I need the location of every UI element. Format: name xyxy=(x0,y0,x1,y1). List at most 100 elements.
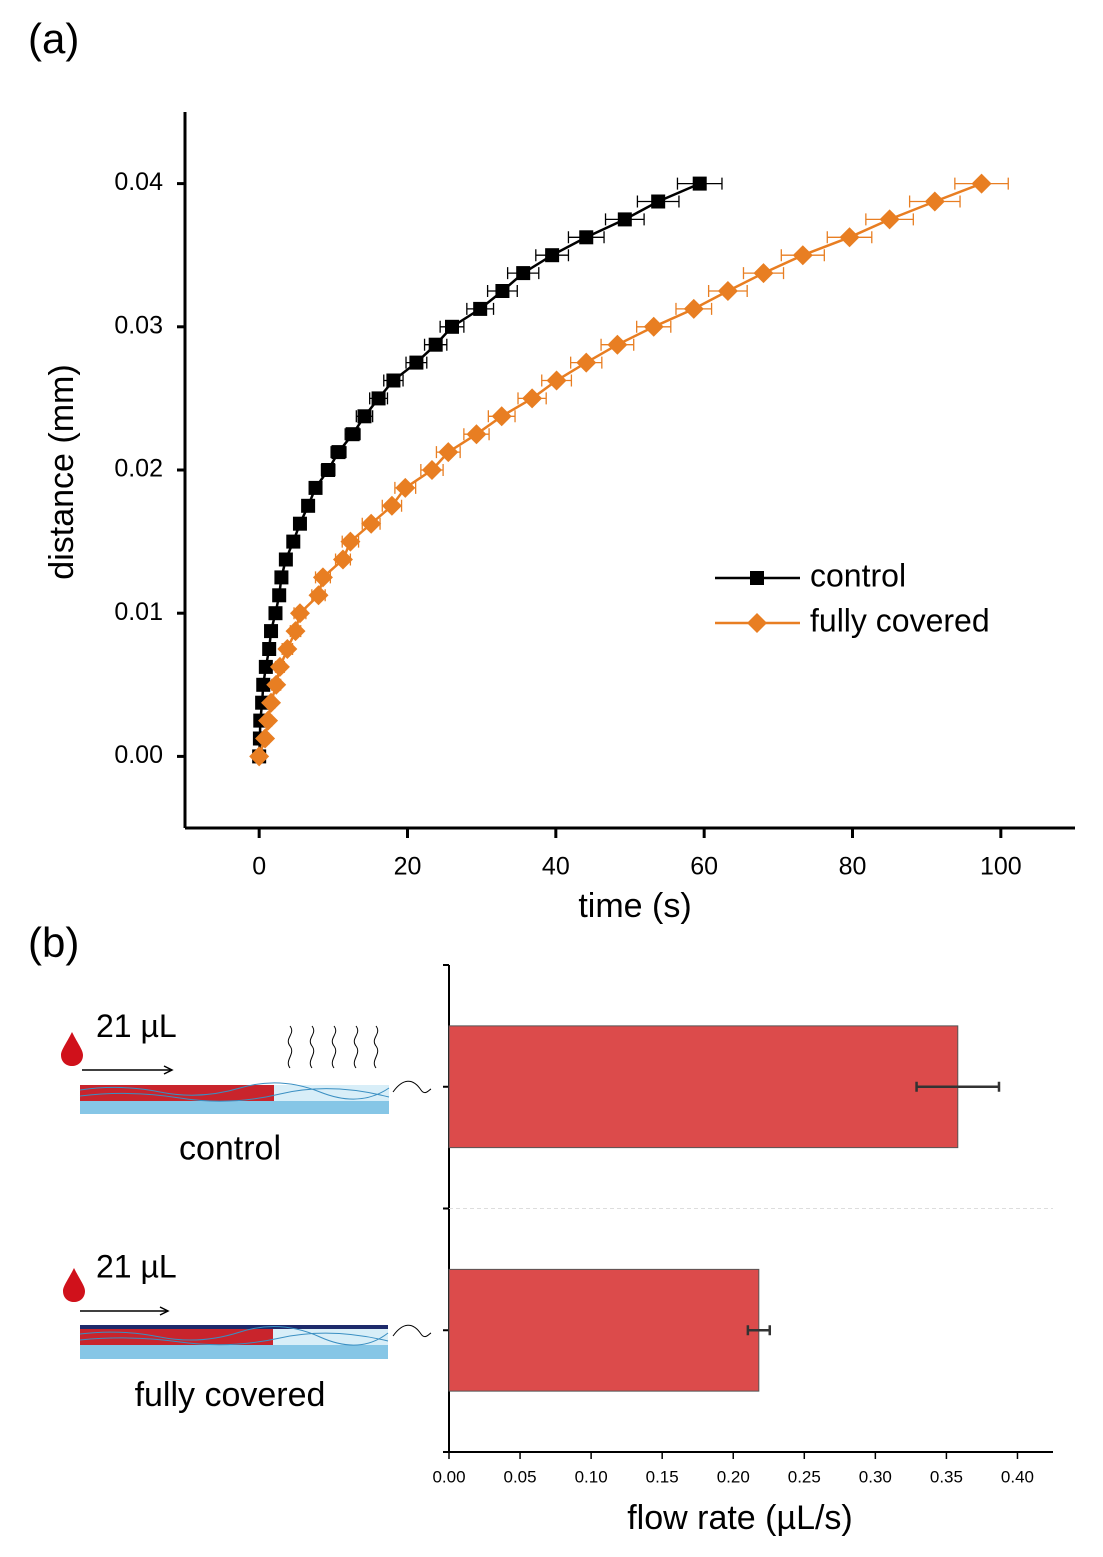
fibers xyxy=(79,1326,389,1346)
marker xyxy=(308,480,323,495)
y-tick-label: 0.03 xyxy=(114,311,163,339)
marker xyxy=(473,301,488,316)
drop xyxy=(61,1032,83,1066)
marker xyxy=(750,571,764,585)
marker xyxy=(516,266,531,281)
marker xyxy=(495,284,510,298)
marker xyxy=(357,409,372,424)
marker xyxy=(256,677,271,692)
marker xyxy=(607,334,628,355)
panel-label: (a) xyxy=(28,15,79,62)
illustrations xyxy=(61,1025,432,1359)
marker xyxy=(312,567,333,588)
marker xyxy=(361,513,382,534)
panel-label: (b) xyxy=(28,919,79,966)
evaporation xyxy=(287,1025,379,1069)
marker xyxy=(264,624,279,639)
marker xyxy=(545,248,560,263)
marker xyxy=(255,728,276,749)
x-tick-label: 20 xyxy=(394,853,422,881)
marker xyxy=(249,746,270,767)
y-tick-label: 0.01 xyxy=(114,598,163,626)
arrow-head xyxy=(163,1065,174,1075)
x-tick-label: 0.40 xyxy=(1001,1467,1034,1486)
marker xyxy=(576,352,597,373)
marker xyxy=(546,370,567,391)
x-tick-label: 0.05 xyxy=(504,1467,537,1486)
wet-region xyxy=(80,1085,274,1101)
x-axis-label: time (s) xyxy=(578,887,691,925)
substrate xyxy=(80,1345,388,1359)
category-label: fully covered xyxy=(135,1376,326,1414)
dry-region xyxy=(274,1085,389,1101)
x-tick-label: 0 xyxy=(252,853,266,881)
marker xyxy=(308,585,329,606)
marker xyxy=(466,424,487,445)
marker xyxy=(340,531,361,552)
series-line xyxy=(257,182,982,757)
dry-region xyxy=(273,1328,388,1345)
marker xyxy=(272,588,287,603)
marker xyxy=(971,173,992,194)
marker xyxy=(345,427,360,442)
connector xyxy=(392,1324,432,1338)
x-tick-label: 40 xyxy=(542,853,570,881)
marker xyxy=(266,674,287,695)
marker xyxy=(491,406,512,427)
marker xyxy=(292,516,307,531)
y-tick-label: 0.02 xyxy=(114,455,163,483)
marker xyxy=(445,319,459,334)
x-axis-label: flow rate (µL/s) xyxy=(627,1499,853,1537)
marker xyxy=(262,642,277,656)
marker xyxy=(286,534,301,549)
marker xyxy=(717,281,738,301)
marker xyxy=(753,263,774,284)
marker xyxy=(692,176,707,191)
x-tick-label: 0.15 xyxy=(646,1467,679,1486)
x-tick-label: 0.00 xyxy=(432,1467,465,1486)
marker xyxy=(258,710,279,731)
x-tick-label: 0.25 xyxy=(788,1467,821,1486)
drop xyxy=(63,1268,85,1302)
marker xyxy=(386,373,401,388)
arrow-head xyxy=(159,1306,170,1316)
legend-label: fully covered xyxy=(810,602,990,638)
category-label: control xyxy=(179,1130,281,1168)
marker xyxy=(321,463,336,477)
marker xyxy=(683,298,704,319)
y-tick-label: 0.04 xyxy=(114,168,163,196)
bar xyxy=(448,1268,760,1392)
marker xyxy=(395,477,416,498)
connector xyxy=(392,1080,432,1094)
marker xyxy=(301,498,316,513)
annotation: 21 µL xyxy=(96,1008,177,1044)
marker xyxy=(428,337,443,352)
y-tick-label: 0.00 xyxy=(114,741,163,769)
marker xyxy=(332,549,353,570)
marker xyxy=(409,355,424,370)
annotation: 21 µL xyxy=(96,1249,177,1285)
marker xyxy=(924,191,945,212)
bar xyxy=(448,1025,959,1149)
cover xyxy=(80,1325,388,1329)
marker xyxy=(617,212,632,227)
marker xyxy=(839,227,860,248)
marker xyxy=(879,209,900,230)
marker xyxy=(258,659,273,674)
marker xyxy=(371,391,386,406)
marker xyxy=(269,656,290,677)
x-tick-label: 80 xyxy=(839,853,867,881)
marker xyxy=(579,230,594,245)
marker xyxy=(331,445,346,460)
substrate xyxy=(80,1101,389,1114)
marker xyxy=(651,194,666,209)
x-tick-label: 100 xyxy=(980,853,1022,881)
marker xyxy=(421,460,442,480)
marker xyxy=(438,442,459,463)
marker xyxy=(278,552,293,567)
x-tick-label: 60 xyxy=(690,853,718,881)
error-bar xyxy=(746,1325,772,1336)
marker xyxy=(277,639,298,659)
marker xyxy=(289,603,310,624)
x-tick-label: 0.20 xyxy=(717,1467,750,1486)
